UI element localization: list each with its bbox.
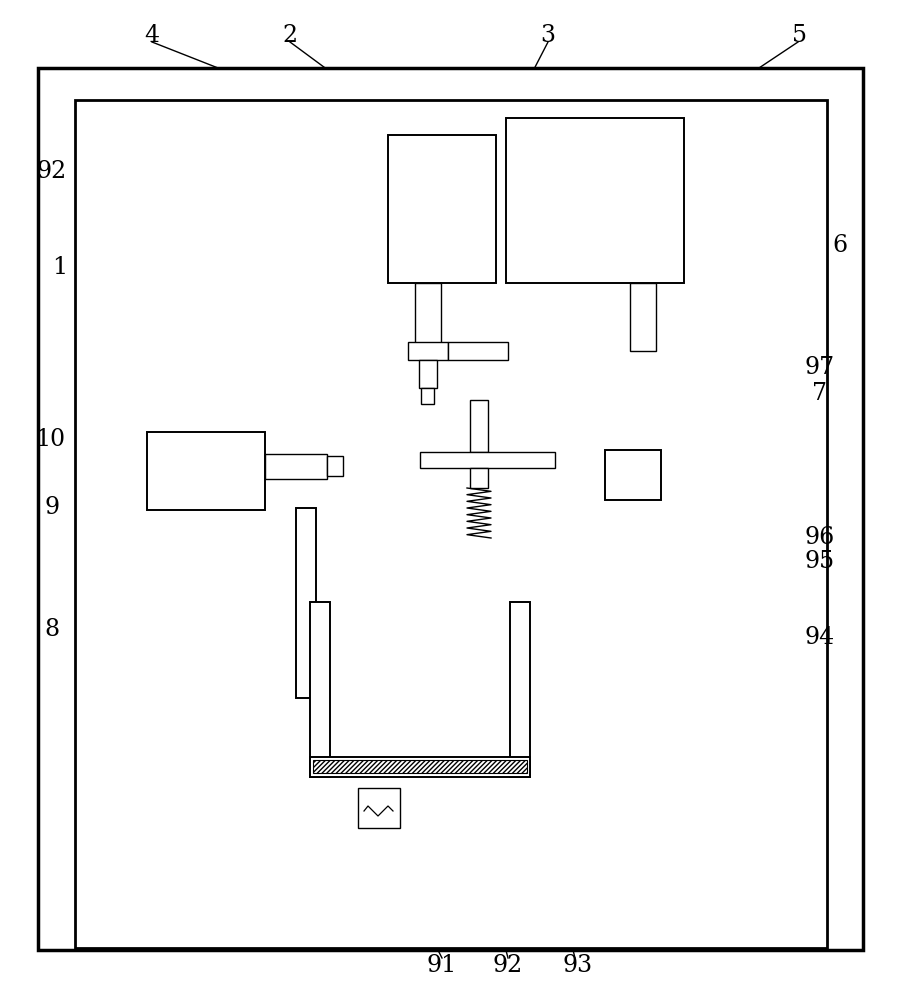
Bar	[296, 508, 316, 698]
Bar	[388, 135, 496, 283]
Text: 7: 7	[813, 382, 827, 406]
Bar	[470, 468, 488, 488]
Text: 93: 93	[563, 954, 593, 976]
Bar	[358, 788, 400, 828]
Text: 1: 1	[52, 256, 68, 279]
Bar	[147, 432, 265, 510]
Text: 96: 96	[805, 526, 835, 550]
Bar	[510, 602, 530, 777]
Bar	[506, 118, 684, 283]
Bar	[38, 68, 863, 950]
Bar	[310, 602, 330, 777]
Bar	[421, 388, 434, 404]
Text: 94: 94	[805, 626, 835, 650]
Bar	[630, 283, 656, 351]
Text: 5: 5	[793, 23, 807, 46]
Bar	[420, 452, 555, 468]
Text: 91: 91	[427, 954, 457, 976]
Text: 3: 3	[541, 23, 556, 46]
Text: 97: 97	[805, 357, 835, 379]
Text: 92: 92	[493, 954, 523, 976]
Bar	[265, 454, 327, 479]
Text: 95: 95	[805, 550, 835, 574]
Bar	[419, 360, 437, 388]
Text: 8: 8	[44, 618, 59, 642]
Text: 4: 4	[144, 23, 159, 46]
Bar	[310, 757, 530, 777]
Bar	[408, 342, 448, 360]
Text: 2: 2	[282, 23, 297, 46]
Bar	[448, 342, 508, 360]
Bar	[313, 760, 527, 773]
Text: 10: 10	[35, 428, 65, 452]
Bar	[327, 456, 343, 476]
Bar	[75, 100, 827, 948]
Text: 9: 9	[44, 496, 59, 520]
Bar	[470, 400, 488, 452]
Bar	[415, 283, 441, 345]
Bar	[605, 450, 661, 500]
Text: 92: 92	[37, 160, 68, 184]
Text: 6: 6	[833, 233, 848, 256]
